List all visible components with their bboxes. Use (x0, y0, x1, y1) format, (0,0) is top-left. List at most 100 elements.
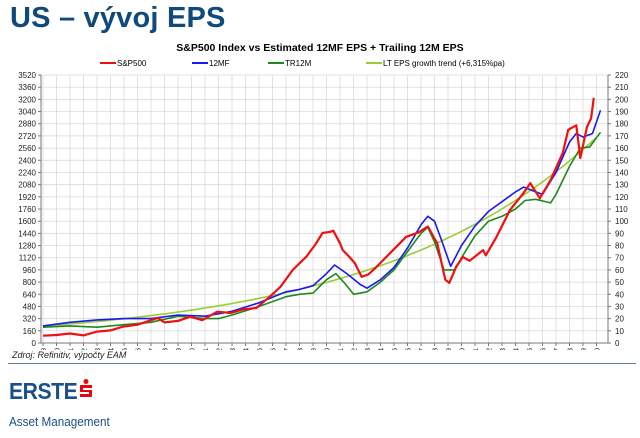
y-right-tick-label: 0 (615, 339, 620, 348)
x-tick-label: I-84 (107, 348, 116, 350)
y-left-tick-label: 1760 (18, 205, 36, 214)
x-tick-label: I-12 (485, 348, 494, 350)
y-left-tick-label: 2560 (18, 144, 36, 153)
x-tick-label: I-81 (66, 348, 75, 350)
y-right-tick-label: 50 (615, 278, 624, 287)
x-tick-label: I-87 (147, 348, 156, 350)
y-left-tick-label: 0 (32, 339, 37, 348)
chart-title: S&P500 Index vs Estimated 12MF EPS + Tra… (176, 42, 463, 54)
x-tick-label: I-83 (93, 348, 102, 350)
page-title: US – vývoj EPS (10, 2, 226, 34)
erste-s-logo-icon (80, 379, 92, 397)
x-tick-label: I-91 (201, 348, 210, 350)
y-right-tick-label: 70 (615, 254, 624, 263)
x-tick-label: I-03 (363, 348, 372, 350)
x-tick-label: I-11 (471, 348, 480, 350)
y-right-tick-label: 140 (615, 168, 629, 177)
y-right-tick-label: 130 (615, 181, 629, 190)
x-tick-label: I-04 (377, 348, 386, 350)
y-left-tick-label: 640 (23, 290, 37, 299)
x-tick-label: I-97 (282, 348, 291, 350)
y-right-tick-label: 10 (615, 327, 624, 336)
erste-logo-text: ERSTE (9, 378, 78, 404)
y-left-tick-label: 2720 (18, 132, 36, 141)
y-right-tick-label: 150 (615, 156, 629, 165)
series-line-lt (42, 136, 598, 327)
x-tick-label: I-82 (80, 348, 89, 350)
series-line-tr12m (42, 131, 602, 329)
x-tick-label: I-94 (242, 348, 251, 350)
y-left-tick-label: 2880 (18, 120, 36, 129)
y-left-tick-label: 3200 (18, 95, 36, 104)
y-right-tick-label: 120 (615, 193, 629, 202)
x-tick-label: I-96 (269, 348, 278, 350)
y-right-tick-label: 210 (615, 83, 629, 92)
legend-label: S&P500 (117, 59, 147, 68)
y-left-tick-label: 2400 (18, 156, 36, 165)
x-tick-label: I-02 (350, 348, 359, 350)
x-tick-label: I-10 (458, 348, 467, 350)
y-left-tick-label: 160 (23, 327, 37, 336)
footer-divider (8, 363, 636, 364)
x-tick-label: I-00 (323, 348, 332, 350)
y-left-tick-label: 320 (23, 315, 37, 324)
legend-label: 12MF (209, 59, 230, 68)
x-tick-label: I-20 (593, 348, 602, 350)
x-tick-label: I-92 (215, 348, 224, 350)
series-line-12mf (42, 110, 602, 327)
y-left-tick-label: 3360 (18, 83, 36, 92)
y-right-tick-label: 80 (615, 242, 624, 251)
y-left-tick-label: 1280 (18, 242, 36, 251)
x-tick-label: I-18 (566, 348, 575, 350)
y-right-tick-label: 60 (615, 266, 624, 275)
y-right-tick-label: 110 (615, 205, 628, 214)
y-right-tick-label: 170 (615, 132, 629, 141)
x-tick-label: I-85 (120, 348, 129, 350)
y-left-tick-label: 960 (23, 266, 37, 275)
x-tick-label: I-15 (525, 348, 534, 350)
source-note: Zdroj: Refinitiv, výpočty EAM (12, 350, 127, 360)
series-line-sp500 (42, 97, 595, 337)
x-tick-label: I-01 (336, 348, 345, 350)
y-right-tick-label: 40 (615, 290, 624, 299)
x-tick-label: I-19 (579, 348, 588, 350)
x-tick-label: I-89 (174, 348, 183, 350)
x-tick-label: I-06 (404, 348, 413, 350)
y-left-tick-label: 2080 (18, 181, 36, 190)
x-tick-label: I-14 (512, 348, 521, 350)
y-left-tick-label: 2240 (18, 168, 36, 177)
y-left-tick-label: 3520 (18, 71, 36, 80)
x-tick-label: I-08 (431, 348, 440, 350)
x-tick-label: I-09 (444, 348, 453, 350)
y-right-tick-label: 190 (615, 108, 629, 117)
y-left-tick-label: 1600 (18, 217, 36, 226)
x-tick-label: I-05 (390, 348, 399, 350)
x-tick-label: I-16 (539, 348, 548, 350)
y-right-tick-label: 20 (615, 315, 624, 324)
y-left-tick-label: 800 (23, 278, 37, 287)
x-tick-label: I-80 (53, 348, 62, 350)
legend-label: TR12M (285, 59, 312, 68)
y-right-tick-label: 220 (615, 71, 629, 80)
y-left-tick-label: 3040 (18, 108, 36, 117)
x-tick-label: I-17 (552, 348, 561, 350)
y-right-tick-label: 90 (615, 229, 624, 238)
y-right-tick-label: 100 (615, 217, 629, 226)
x-tick-label: I-13 (498, 348, 507, 350)
eps-chart: S&P500 Index vs Estimated 12MF EPS + Tra… (18, 42, 629, 350)
x-tick-label: I-88 (161, 348, 170, 350)
y-right-tick-label: 160 (615, 144, 629, 153)
x-tick-label: I-07 (417, 348, 426, 350)
y-left-tick-label: 1120 (19, 254, 37, 263)
y-left-tick-label: 1440 (18, 229, 36, 238)
x-tick-label: I-86 (134, 348, 143, 350)
x-tick-label: I-99 (309, 348, 318, 350)
y-right-tick-label: 180 (615, 120, 629, 129)
y-left-tick-label: 1920 (18, 193, 36, 202)
x-tick-label: I-95 (255, 348, 264, 350)
x-tick-label: I-79 (39, 348, 48, 350)
x-tick-label: I-90 (188, 348, 197, 350)
x-tick-label: I-98 (296, 348, 305, 350)
logo-subtitle: Asset Management (9, 414, 110, 429)
y-left-tick-label: 480 (23, 302, 37, 311)
